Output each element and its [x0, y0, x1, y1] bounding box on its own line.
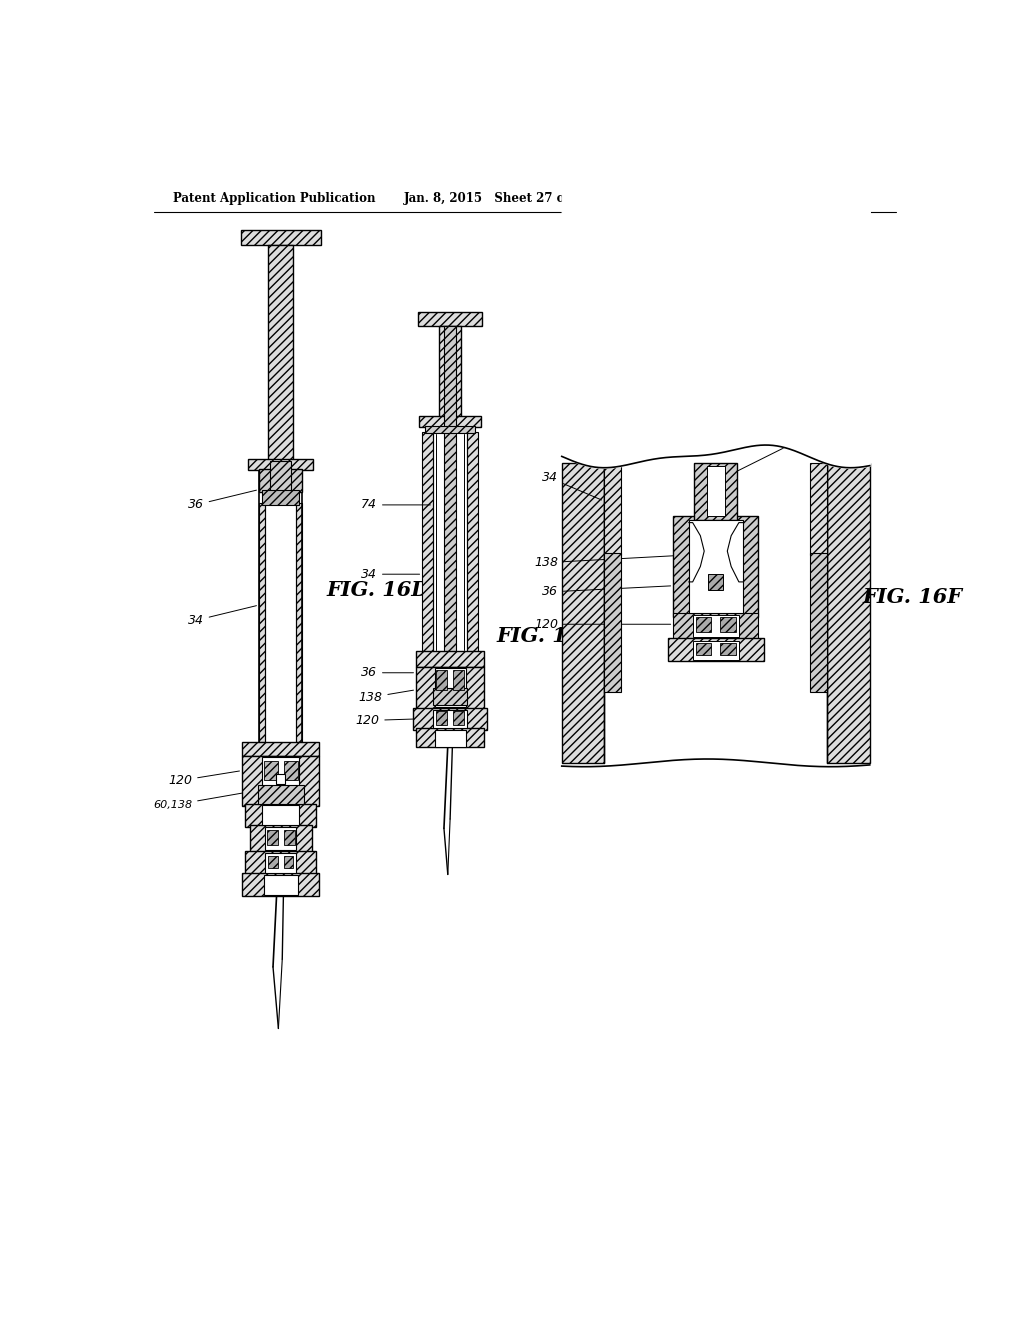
Text: 74: 74	[726, 433, 809, 477]
Bar	[810, 462, 827, 554]
Bar	[262, 490, 299, 504]
Bar	[433, 688, 467, 705]
Text: 36: 36	[187, 490, 256, 511]
Bar	[454, 711, 464, 725]
Bar	[249, 459, 313, 470]
Bar	[265, 826, 296, 850]
Text: 138: 138	[534, 556, 686, 569]
Bar	[419, 416, 481, 428]
Text: 120: 120	[534, 618, 671, 631]
Bar	[259, 503, 265, 742]
Text: 34: 34	[361, 568, 420, 581]
Text: 138: 138	[358, 690, 414, 704]
Text: 60,138: 60,138	[153, 789, 267, 810]
Bar	[241, 230, 321, 246]
Bar	[433, 710, 467, 729]
Bar	[259, 469, 302, 492]
Bar	[692, 615, 739, 636]
Bar	[284, 855, 293, 869]
Bar	[243, 742, 319, 756]
Bar	[413, 708, 487, 730]
Text: 120: 120	[355, 714, 414, 727]
Bar	[439, 326, 461, 418]
Bar	[436, 711, 447, 725]
Bar	[692, 642, 739, 660]
Text: Patent Application Publication: Patent Application Publication	[173, 191, 376, 205]
Bar	[262, 805, 299, 825]
Bar	[264, 874, 298, 895]
Bar	[604, 462, 827, 763]
Text: FIG. 16D: FIG. 16D	[327, 579, 430, 599]
Bar	[720, 616, 736, 632]
Bar	[265, 503, 296, 742]
Bar	[262, 758, 299, 804]
Bar	[454, 671, 464, 689]
Bar	[284, 760, 298, 780]
Text: 34: 34	[542, 471, 601, 500]
Bar	[604, 553, 621, 692]
Bar	[444, 326, 457, 657]
Bar	[243, 756, 319, 807]
Bar	[435, 668, 466, 706]
Text: 36: 36	[542, 585, 671, 598]
Bar	[708, 574, 724, 590]
Bar	[243, 873, 319, 896]
Bar	[267, 830, 278, 845]
Bar	[422, 432, 433, 655]
Bar	[276, 775, 286, 784]
Text: US 2015/0011935 A1: US 2015/0011935 A1	[635, 191, 773, 205]
Bar	[296, 503, 302, 742]
Bar	[562, 462, 604, 763]
Bar	[689, 520, 742, 612]
Bar	[268, 246, 293, 461]
Bar	[416, 651, 484, 667]
Bar	[416, 729, 484, 747]
Bar	[436, 434, 464, 649]
Text: 34: 34	[187, 606, 256, 627]
Bar	[268, 855, 278, 869]
Bar	[250, 825, 311, 853]
Bar	[810, 553, 827, 692]
Bar	[827, 462, 869, 763]
Bar	[694, 462, 737, 520]
Bar	[668, 638, 764, 661]
Bar	[695, 643, 711, 655]
Bar	[265, 853, 296, 873]
Text: FIG. 16F: FIG. 16F	[862, 587, 963, 607]
Bar	[425, 425, 475, 433]
Text: Jan. 8, 2015   Sheet 27 of 44: Jan. 8, 2015 Sheet 27 of 44	[403, 191, 591, 205]
Text: 74: 74	[361, 499, 430, 511]
Bar	[604, 462, 621, 554]
Text: 120: 120	[168, 771, 240, 787]
Bar	[416, 667, 484, 709]
Bar	[284, 830, 295, 845]
Bar	[720, 643, 736, 655]
Text: 36: 36	[361, 667, 414, 680]
Bar	[270, 461, 292, 495]
Bar	[264, 760, 278, 780]
Text: FIG. 16E: FIG. 16E	[497, 626, 597, 645]
Bar	[674, 516, 758, 616]
Bar	[695, 616, 711, 632]
Bar	[436, 671, 447, 689]
Bar	[246, 851, 316, 874]
Bar	[435, 730, 466, 747]
Bar	[674, 612, 758, 640]
Bar	[258, 785, 304, 804]
Bar	[467, 432, 478, 655]
Bar	[418, 313, 482, 326]
Bar	[707, 466, 725, 516]
Bar	[246, 804, 316, 826]
